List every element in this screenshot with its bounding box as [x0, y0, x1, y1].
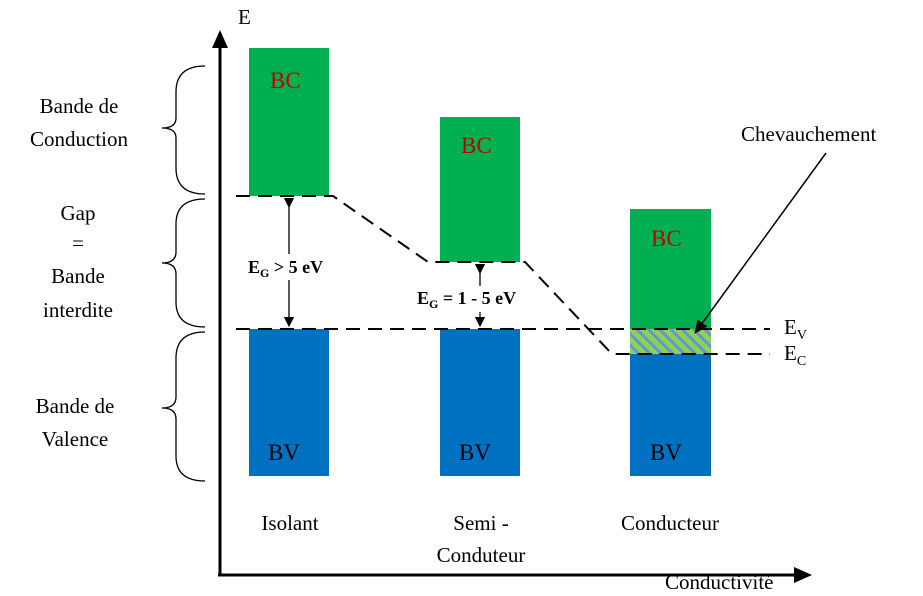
conducteur-bv-band [630, 354, 711, 476]
conducteur-bv-label: BV [650, 440, 682, 465]
isolant-bc-label: BC [270, 68, 301, 93]
semi-bc-label: BC [461, 133, 492, 158]
gap-brace-icon [161, 198, 206, 328]
conducteur-bc-label: BC [651, 226, 682, 251]
conduction-label-line1: Bande de [40, 94, 119, 118]
isolant-gap-label: EG > 5 eV [248, 257, 323, 280]
semi-bv-label: BV [459, 440, 491, 465]
overlap-annotation-label: Chevauchement [741, 122, 876, 146]
gap-label-line4: interdite [43, 298, 113, 322]
y-axis-arrow-icon [212, 30, 228, 48]
isolant-bv-band [249, 329, 329, 476]
semi-gap-label: EG = 1 - 5 eV [417, 288, 516, 311]
gap-label-line3: Bande [51, 264, 105, 288]
ec-label: EC [784, 341, 806, 369]
semi-column-label-line2: Conduteur [437, 543, 526, 567]
semi-bv-band [440, 329, 520, 476]
y-axis-label: E [238, 5, 251, 29]
gap-label-line1: Gap [61, 201, 96, 225]
gap-label-line2: = [72, 231, 84, 255]
isolant-column-label: Isolant [261, 511, 318, 535]
ev-label: EV [784, 315, 807, 343]
isolant-gap-label-bg [246, 254, 332, 280]
x-axis-arrow-icon [794, 567, 812, 583]
conducteur-column-label: Conducteur [621, 511, 719, 535]
isolant-bv-label: BV [268, 440, 300, 465]
x-axis-label: Conductivité [665, 570, 774, 594]
valence-label-line2: Valence [42, 427, 108, 451]
conduction-edge-dashed-line [236, 195, 770, 355]
semi-bc-band [440, 117, 520, 262]
conduction-label-line2: Conduction [30, 127, 128, 151]
conducteur-bc-band [630, 209, 711, 329]
semi-gap-label-bg [414, 286, 546, 312]
overlap-region [630, 329, 711, 354]
valence-brace-icon [161, 331, 206, 482]
overlap-annotation-arrow [694, 152, 827, 334]
conduction-brace-icon [161, 65, 206, 195]
valence-label-line1: Bande de [36, 394, 115, 418]
isolant-bc-band [249, 48, 329, 196]
semi-column-label-line1: Semi - [453, 511, 508, 535]
